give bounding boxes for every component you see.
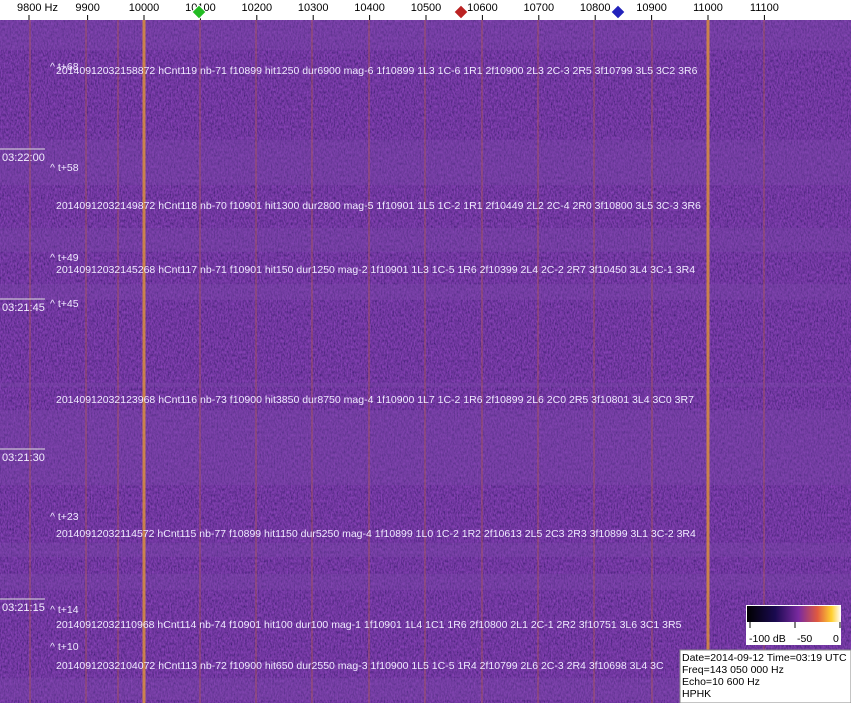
event-line: 20140912032104072 hCnt113 nb-72 f10900 h… xyxy=(56,660,664,672)
event-marker: ^ t+10 xyxy=(50,641,79,653)
time-label: 03:21:45 xyxy=(2,302,45,314)
tick-label: 11000 xyxy=(693,2,723,14)
event-marker: ^ t+14 xyxy=(50,604,79,616)
colorbar: -100 dB -50 0 xyxy=(746,605,841,645)
info-line: HPHK xyxy=(682,688,711,700)
event-line: 20140912032145268 hCnt117 nb-71 f10901 h… xyxy=(56,264,695,276)
tick-label: 9900 xyxy=(75,2,99,14)
event-line: 20140912032149872 hCnt118 nb-70 f10901 h… xyxy=(56,200,701,212)
colorbar-label: -100 dB xyxy=(749,633,786,645)
event-line: 20140912032123968 hCnt116 nb-73 f10900 h… xyxy=(56,394,694,406)
tick-label: 10000 xyxy=(129,2,160,14)
time-label: 03:21:15 xyxy=(2,602,45,614)
tick-label: 10600 xyxy=(467,2,498,14)
event-marker: ^ t+45 xyxy=(50,298,79,310)
info-box: Date=2014-09-12 Time=03:19 UTC Freq=143 … xyxy=(679,649,851,703)
frequency-axis: 9800 Hz990010000101001020010300104001050… xyxy=(17,2,779,20)
tick-label: 10300 xyxy=(298,2,329,14)
axis-strip xyxy=(0,0,851,20)
colorbar-label: 0 xyxy=(833,633,839,645)
tick-label: 10400 xyxy=(354,2,385,14)
event-marker: ^ t+58 xyxy=(50,162,79,174)
event-line: 20140912032114572 hCnt115 nb-77 f10899 h… xyxy=(56,528,696,540)
channel-markers xyxy=(191,4,626,20)
event-marker: ^ t+49 xyxy=(50,252,79,264)
info-line: Echo=10 600 Hz xyxy=(682,676,760,688)
event-line: 20140912032158872 hCnt119 nb-71 f10899 h… xyxy=(56,65,698,77)
spectrogram xyxy=(0,20,851,703)
event-marker: ^ t+23 xyxy=(50,511,79,523)
tick-label: 10700 xyxy=(524,2,555,14)
tick-label: 11100 xyxy=(750,2,779,14)
event-marker: ^ t+68 xyxy=(50,61,79,73)
tick-label: 9800 Hz xyxy=(17,2,58,14)
event-line: 20140912032110968 hCnt114 nb-74 f10901 h… xyxy=(56,619,682,631)
tick-label: 10200 xyxy=(242,2,273,14)
time-label: 03:21:30 xyxy=(2,452,45,464)
tick-label: 10900 xyxy=(636,2,667,14)
info-line: Freq=143 050 000 Hz xyxy=(682,664,784,676)
time-label: 03:22:00 xyxy=(2,152,45,164)
info-line: Date=2014-09-12 Time=03:19 UTC xyxy=(682,652,847,664)
colorbar-label: -50 xyxy=(797,633,812,645)
tick-label: 10500 xyxy=(411,2,442,14)
tick-label: 10800 xyxy=(580,2,611,14)
